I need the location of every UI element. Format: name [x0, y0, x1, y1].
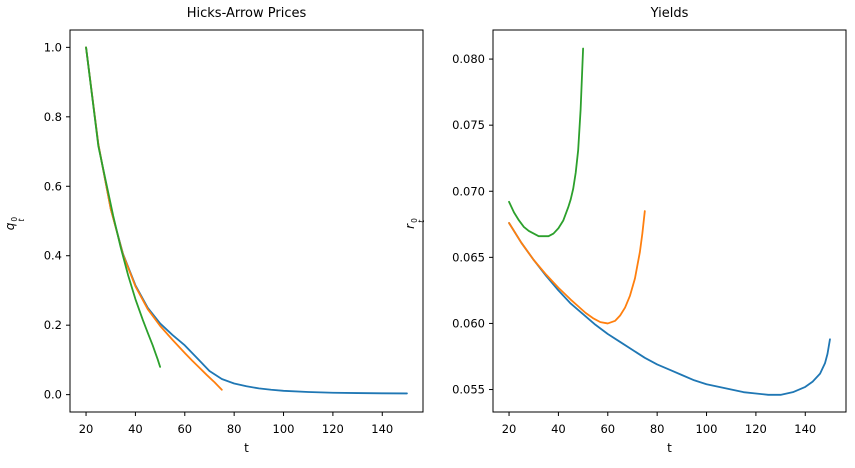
y-tick-label: 0.8 [44, 110, 62, 124]
x-tick-label: 20 [79, 422, 94, 436]
x-tick-label: 140 [794, 422, 816, 436]
series-blue [508, 222, 831, 396]
y-tick-label: 0.6 [44, 179, 62, 193]
x-tick-label: 100 [696, 422, 718, 436]
left-chart-title: Hicks-Arrow Prices [186, 6, 307, 21]
x-tick-label: 20 [502, 422, 517, 436]
x-tick-label: 140 [371, 422, 393, 436]
math-var: q [3, 222, 18, 231]
x-tick-label: 120 [322, 422, 344, 436]
y-tick-label: 1.0 [44, 40, 62, 54]
y-tick-label: 0.2 [44, 318, 62, 332]
y-tick-label: 0.075 [452, 118, 485, 132]
x-tick-label: 40 [128, 422, 143, 436]
series-green [508, 47, 584, 238]
y-tick-label: 0.080 [452, 52, 485, 66]
x-tick-label: 80 [227, 422, 242, 436]
x-tick-label: 120 [745, 422, 767, 436]
x-tick-label: 60 [600, 422, 615, 436]
series-blue [85, 46, 408, 395]
left-x-axis-label: t [244, 441, 249, 455]
y-tick-label: 0.4 [44, 249, 62, 263]
math-var: r [402, 223, 417, 229]
x-tick-label: 60 [177, 422, 192, 436]
axes-0: 20 40 60 80 100 120 140 0.0 0.2 0.4 0.6 0.8 1.0 [44, 29, 424, 436]
y-tick-label: 0.055 [452, 383, 485, 397]
y-tick-label: 0.065 [452, 250, 485, 264]
y-tick-label: 0.070 [452, 184, 485, 198]
series-orange [508, 210, 646, 325]
x-tick-label: 80 [650, 422, 665, 436]
axes-frame [492, 29, 847, 413]
x-tick-label: 100 [273, 422, 295, 436]
axes-frame [69, 29, 424, 413]
x-tick-label: 40 [551, 422, 566, 436]
series-orange [85, 46, 223, 391]
series-green [85, 46, 161, 368]
axes-1: 20 40 60 80 100 120 140 0.055 0.060 0.065 0.070 0.0… [452, 29, 847, 436]
y-tick-label: 0.060 [452, 316, 485, 330]
y-tick-label: 0.0 [44, 388, 62, 402]
right-chart-title: Yields [650, 6, 689, 21]
right-x-axis-label: t [667, 441, 672, 455]
